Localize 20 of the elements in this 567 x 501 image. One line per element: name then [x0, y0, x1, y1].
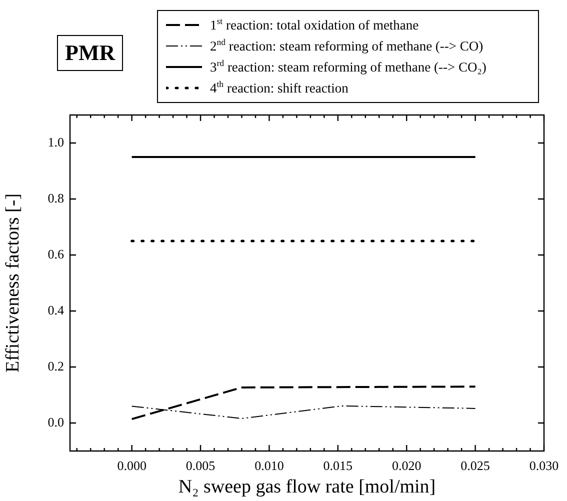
text: PMR [57, 35, 124, 71]
legend-label: 3$^{rd}$ reaction: steam reforming of methane (--> CO₂) [210, 58, 486, 76]
y-tick-label: 1.0 [48, 134, 64, 150]
x-tick-label: 0.015 [323, 458, 353, 474]
legend-label: 1$^{st}$ reaction: total oxidation of methane [210, 16, 419, 34]
x-tick-label: 0.005 [186, 458, 216, 474]
legend-label: 2$^{nd}$ reaction: steam reforming of methane (--> CO) [210, 36, 484, 54]
x-tick-label: 0.030 [529, 458, 559, 474]
x-tick-label: 0.000 [117, 458, 146, 474]
y-tick-label: 0.2 [48, 358, 64, 374]
x-axis-title: N₂ sweep gas flow rate [mol/min] [178, 476, 436, 498]
y-tick-label: 0.0 [48, 414, 64, 430]
legend-label: 4$^{th}$ reaction: shift reaction [210, 78, 348, 96]
x-tick-label: 0.020 [392, 458, 422, 474]
y-tick-label: 0.8 [48, 190, 64, 206]
y-tick-label: 0.6 [48, 246, 64, 262]
x-tick-label: 0.025 [460, 458, 490, 474]
y-tick-label: 0.4 [48, 302, 64, 318]
x-tick-label: 0.010 [254, 458, 284, 474]
y-axis-title: Effictiveness factors [-] [2, 193, 24, 373]
